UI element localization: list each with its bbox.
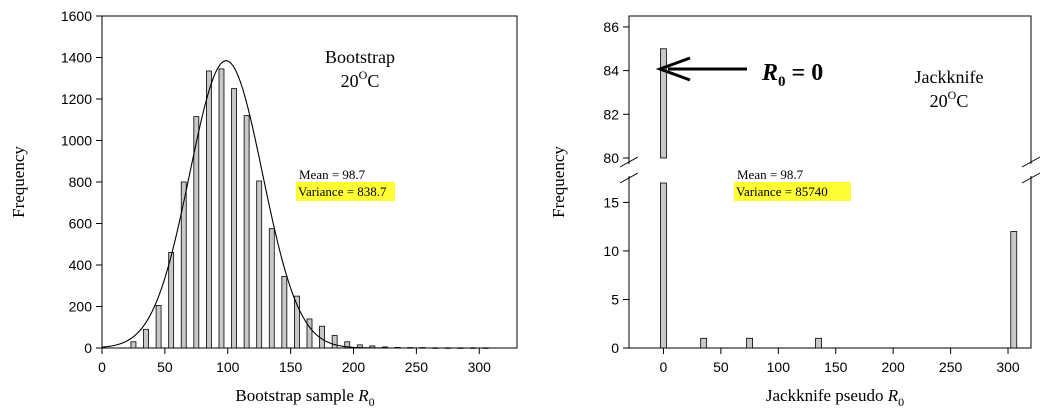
jackknife-bars	[660, 48, 1018, 349]
jackknife-y-tick-label: 80	[603, 150, 619, 166]
jackknife-bar	[746, 337, 753, 349]
bootstrap-y-tick-label: 1400	[61, 50, 92, 66]
jackknife-axis-break-marks	[619, 156, 1041, 184]
bootstrap-mean-label: Mean = 98.7	[299, 167, 366, 182]
bootstrap-y-ticks: 0 200 400 600 800 1000 1200 1400 1600	[61, 8, 102, 356]
jackknife-x-ticks: 0 50 100 150 200 250 300	[660, 348, 1020, 375]
jackknife-bar	[815, 337, 822, 349]
bootstrap-x-tick-label: 100	[216, 359, 240, 375]
bootstrap-y-tick-label: 600	[69, 216, 93, 232]
jackknife-bar	[1010, 231, 1018, 349]
jackknife-y-tick-label: 0	[611, 340, 619, 356]
bootstrap-x-ticks: 0 50 100 150 200 250 300	[98, 348, 491, 375]
bootstrap-bar	[306, 318, 313, 349]
bootstrap-bar	[344, 341, 351, 349]
jackknife-bar	[700, 337, 708, 349]
jackknife-arrow-annotation: R0 = 0	[655, 56, 823, 90]
jackknife-annotation-temperature: 20OC	[930, 88, 969, 111]
bootstrap-annotation-temperature: 20OC	[341, 68, 380, 91]
bootstrap-bar	[130, 341, 137, 349]
jackknife-y-tick-label: 82	[603, 106, 619, 122]
jackknife-x-tick-label: 200	[881, 359, 905, 375]
jackknife-x-tick-label: 100	[767, 359, 791, 375]
bootstrap-y-tick-label: 1200	[61, 91, 92, 107]
jackknife-x-tick-label: 300	[996, 359, 1020, 375]
bootstrap-bar	[319, 325, 325, 349]
bootstrap-bar	[256, 180, 263, 349]
bootstrap-x-tick-label: 200	[342, 359, 366, 375]
bootstrap-x-tick-label: 150	[279, 359, 303, 375]
jackknife-y-tick-label: 5	[611, 291, 619, 307]
bootstrap-bar	[331, 335, 338, 349]
jackknife-axes-frame	[628, 15, 1032, 349]
jackknife-y-tick-label: 86	[603, 19, 619, 35]
bootstrap-y-tick-label: 200	[69, 299, 93, 315]
arrow-label: R0 = 0	[761, 60, 823, 90]
jackknife-bar-upper-segment	[660, 48, 667, 159]
arrow-head	[655, 56, 691, 82]
bootstrap-y-tick-label: 1000	[61, 133, 92, 149]
bootstrap-bar	[294, 295, 300, 349]
bootstrap-x-tick-label: 50	[157, 359, 173, 375]
bootstrap-x-tick-label: 300	[468, 359, 492, 375]
bootstrap-bar	[231, 88, 237, 349]
jackknife-x-tick-label: 150	[824, 359, 848, 375]
bootstrap-bar	[218, 68, 225, 349]
bootstrap-y-tick-label: 400	[69, 257, 93, 273]
jackknife-variance-label: Variance = 85740	[736, 184, 828, 199]
jackknife-mean-label: Mean = 98.7	[737, 167, 804, 182]
jackknife-x-tick-label: 0	[660, 359, 668, 375]
jackknife-y-tick-label: 10	[603, 243, 619, 259]
bootstrap-bar	[281, 276, 288, 349]
jackknife-y-axis-label: Frequency	[549, 146, 568, 218]
bootstrap-bar	[268, 228, 275, 349]
bootstrap-bar	[482, 347, 489, 349]
jackknife-bar-lower-segment	[660, 182, 667, 349]
bootstrap-bar	[180, 181, 187, 349]
bootstrap-bar	[143, 328, 149, 349]
jackknife-y-tick-label: 15	[603, 194, 619, 210]
bootstrap-y-tick-label: 800	[69, 174, 93, 190]
jackknife-panel: 0 5 10 15 80 82 84 86 0 50 100 150 200 250 300 R0 = 0…	[549, 15, 1041, 409]
bootstrap-y-tick-label: 0	[84, 340, 92, 356]
bootstrap-bar	[243, 115, 250, 349]
bootstrap-y-axis-label: Frequency	[9, 146, 28, 218]
bootstrap-bar	[193, 116, 200, 349]
bootstrap-panel: 0 200 400 600 800 1000 1200 1400 1600 0 50 100 150 2…	[9, 8, 518, 409]
bootstrap-bar	[205, 70, 212, 349]
jackknife-y-tick-label: 84	[603, 63, 619, 79]
bootstrap-x-axis-label: Bootstrap sample R0	[235, 386, 374, 409]
bootstrap-y-tick-label: 1600	[61, 8, 92, 24]
bootstrap-x-tick-label: 0	[98, 359, 106, 375]
bootstrap-annotation-title: Bootstrap	[325, 47, 395, 67]
jackknife-x-tick-label: 50	[713, 359, 729, 375]
bootstrap-bar	[155, 305, 162, 349]
bootstrap-bars	[130, 68, 489, 349]
jackknife-annotation-title: Jackknife	[915, 67, 984, 87]
bootstrap-variance-label: Variance = 838.7	[298, 184, 387, 199]
bootstrap-normal-fit-curve	[101, 60, 480, 349]
bootstrap-bar	[168, 252, 175, 349]
bootstrap-x-tick-label: 250	[405, 359, 429, 375]
jackknife-y-ticks: 0 5 10 15 80 82 84 86	[603, 19, 629, 356]
bootstrap-variance-highlight	[296, 182, 395, 201]
jackknife-x-tick-label: 250	[939, 359, 963, 375]
jackknife-variance-highlight	[734, 182, 851, 201]
jackknife-x-axis-label: Jackknife pseudo R0	[766, 386, 904, 409]
